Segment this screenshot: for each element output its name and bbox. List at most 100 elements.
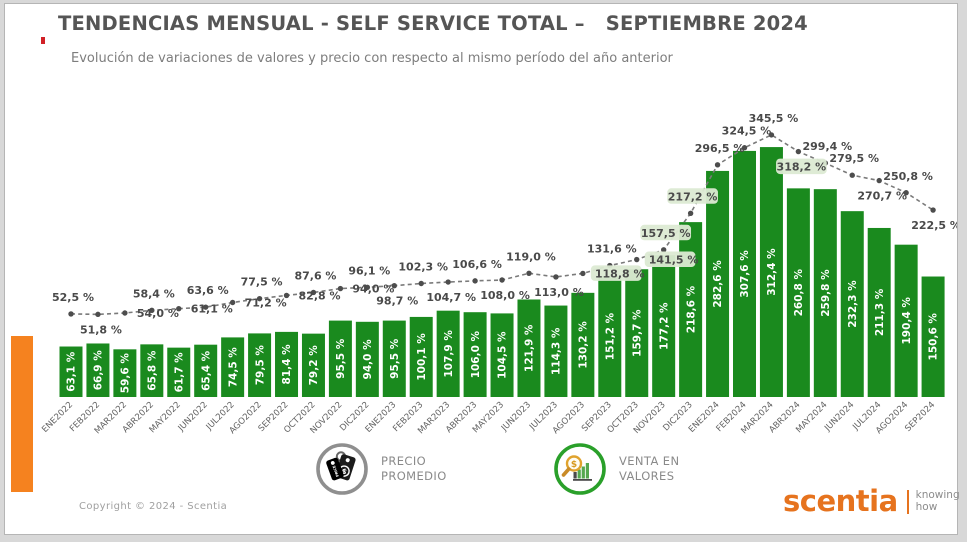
legend-item-venta-valores: $ VENTA EN VALORES	[553, 442, 709, 496]
line-value-label: 299,4 %	[802, 140, 852, 153]
line-value-label: 82,8 %	[299, 289, 341, 302]
line-value-label: 77,5 %	[241, 276, 283, 289]
data-point-dot	[849, 172, 855, 178]
bar	[275, 331, 299, 397]
bar-value-label: 114,3 %	[551, 327, 563, 375]
data-point-dot	[391, 282, 397, 289]
legend-label-venta-valores: VENTA EN VALORES	[619, 454, 680, 483]
data-point-dot	[903, 190, 909, 196]
svg-text:PRICE: PRICE	[332, 464, 340, 477]
logo-separator-bar	[906, 489, 909, 514]
line-value-label: 222,5 %	[911, 219, 957, 232]
bar-value-label: 121,9 %	[524, 324, 536, 372]
bar-value-label: 218,6 %	[685, 285, 697, 333]
line-value-label: 106,6 %	[452, 258, 502, 271]
bar-value-label: 177,2 %	[658, 302, 670, 350]
x-axis-label: SEP2024	[903, 400, 937, 434]
data-point-dot	[364, 284, 371, 290]
page-title: TENDENCIAS MENSUAL - SELF SERVICE TOTAL …	[58, 12, 808, 35]
bar	[598, 276, 622, 397]
bar	[867, 227, 891, 397]
bar	[355, 321, 379, 397]
svg-text:$: $	[571, 460, 577, 470]
scentia-logo: scentia knowing how	[783, 487, 960, 516]
bar	[813, 189, 837, 397]
bar-value-label: 104,5 %	[497, 331, 509, 379]
bar	[759, 147, 783, 397]
page-subtitle: Evolución de variaciones de valores y pr…	[71, 51, 673, 66]
line-value-label: 71,2 %	[245, 296, 287, 309]
bar	[113, 349, 137, 397]
bar	[328, 320, 352, 397]
bar	[409, 316, 433, 397]
line-label-chip	[644, 251, 696, 268]
line-label-chip	[640, 224, 692, 241]
bar-value-label: 159,7 %	[631, 309, 643, 357]
bar-value-label: 151,2 %	[604, 312, 616, 360]
bar	[436, 310, 460, 397]
data-point-dot	[229, 299, 236, 306]
bar-value-label: 130,2 %	[578, 321, 590, 369]
bar-value-label: 94,0 %	[362, 339, 374, 380]
bar-value-label: 95,5 %	[335, 338, 347, 379]
data-point-dot	[68, 311, 74, 317]
svg-text:$: $	[340, 466, 348, 476]
data-point-dot	[499, 277, 505, 283]
data-point-dot	[418, 280, 424, 287]
bar	[652, 255, 676, 397]
data-point-dot	[283, 292, 290, 299]
bar	[921, 276, 945, 397]
line-value-label: 279,5 %	[829, 152, 879, 165]
magnifier-sales-icon: $	[554, 443, 606, 495]
data-point-dot	[176, 305, 182, 312]
line-value-label: 113,0 %	[534, 286, 584, 299]
bar-value-label: 65,8 %	[146, 350, 158, 391]
bar	[571, 292, 595, 397]
data-point-dot	[580, 270, 586, 277]
bar-value-label: 232,3 %	[847, 280, 859, 328]
bar-value-label: 95,5 %	[389, 338, 401, 379]
bar	[463, 312, 487, 397]
bar	[301, 333, 325, 397]
data-point-dot	[526, 270, 532, 276]
bar	[167, 347, 191, 397]
line-value-label: 141,5 %	[649, 254, 699, 267]
bar-value-label: 307,6 %	[739, 250, 751, 298]
bar-value-label: 107,9 %	[443, 330, 455, 378]
bar	[786, 188, 810, 397]
bar	[544, 305, 568, 397]
bar-value-label: 66,9 %	[93, 350, 105, 391]
data-point-dot	[122, 310, 128, 316]
bar-value-label: 74,5 %	[227, 347, 239, 388]
bar	[517, 299, 541, 397]
line-value-label: 98,7 %	[376, 295, 418, 308]
bar	[248, 333, 272, 397]
data-point-dot	[634, 256, 640, 263]
left-orange-accent-bar	[11, 336, 33, 492]
bar-value-label: 282,6 %	[712, 260, 724, 308]
bar	[840, 211, 864, 397]
data-point-dot	[768, 132, 775, 138]
line-value-label: 104,7 %	[426, 291, 476, 304]
line-value-label: 324,5 %	[722, 125, 772, 138]
line-value-label: 250,8 %	[883, 170, 933, 183]
data-point-dot	[310, 289, 317, 296]
bar	[490, 313, 514, 397]
copyright-text: Copyright © 2024 - Scentia	[79, 501, 228, 512]
line-value-label: 118,8 %	[595, 267, 645, 280]
bar-value-label: 211,3 %	[874, 288, 886, 336]
bar-value-label: 106,0 %	[470, 330, 482, 378]
bar-value-label: 79,2 %	[308, 345, 320, 386]
bar	[625, 269, 649, 397]
line-value-label: 58,4 %	[133, 287, 175, 300]
line-value-label: 131,6 %	[587, 243, 637, 256]
slide: TENDENCIAS MENSUAL - SELF SERVICE TOTAL …	[4, 3, 960, 535]
logo-wordmark: scentia	[783, 484, 898, 518]
line-value-label: 296,5 %	[695, 142, 745, 155]
data-point-dot	[203, 304, 209, 310]
legend-label-precio-promedio: PRECIO PROMEDIO	[381, 454, 447, 483]
bar-value-label: 190,4 %	[901, 297, 913, 345]
line-label-chip	[776, 158, 827, 175]
data-point-dot	[553, 274, 559, 280]
line-label-chip	[590, 265, 642, 281]
